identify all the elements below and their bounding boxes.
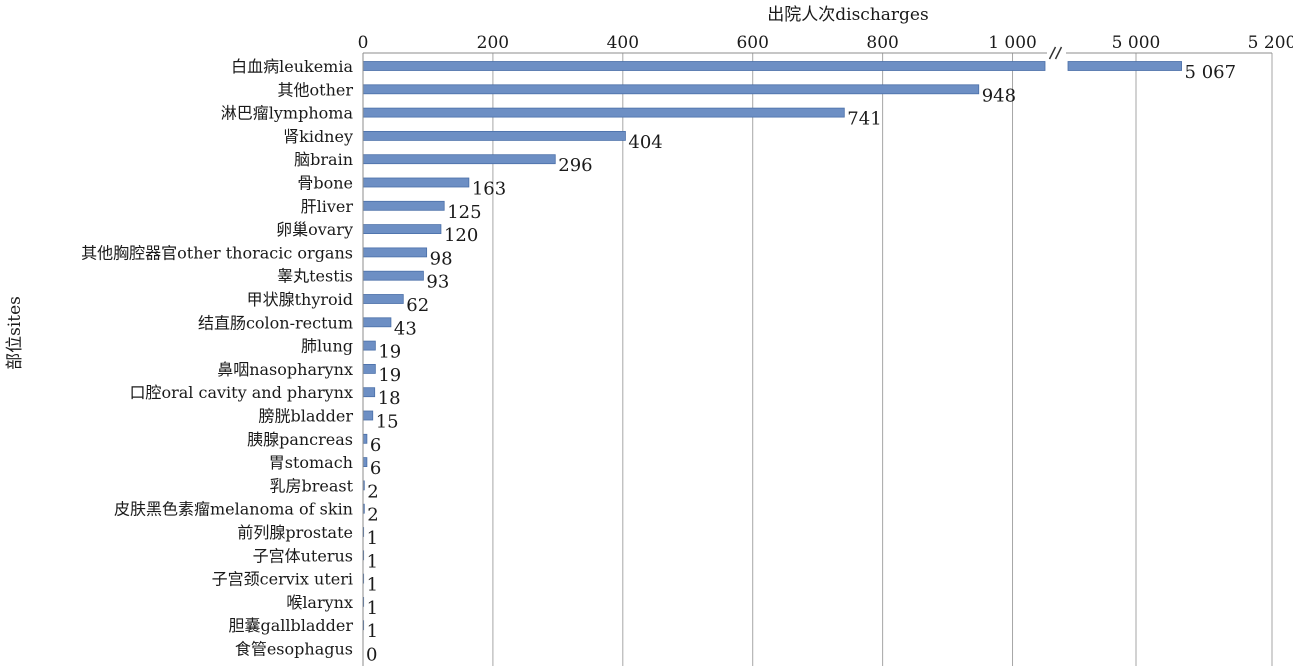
x-axis-title: 出院人次discharges [767,5,928,25]
bar-9 [362,270,424,281]
category-label-21: 子宫体uterus [253,546,353,565]
value-label-6: 125 [447,202,481,223]
category-label-11: 结直肠colon-rectum [198,313,353,332]
category-label-2: 淋巴瘤lymphoma [221,104,354,123]
bar-12 [362,340,376,351]
category-label-17: 胃stomach [269,453,353,472]
category-label-3: 肾kidney [283,127,353,146]
bar-5 [362,177,470,188]
value-label-23: 1 [367,598,378,619]
bar-16 [362,433,368,444]
bar-2 [362,107,845,118]
value-label-7: 120 [444,225,478,246]
category-label-13: 鼻咽nasopharynx [217,360,353,379]
value-label-14: 18 [378,388,401,409]
category-label-7: 卵巢ovary [276,220,353,239]
category-label-22: 子宫颈cervix uteri [212,570,353,589]
value-label-19: 2 [367,505,378,526]
value-label-21: 1 [367,551,378,572]
bar-6 [362,200,445,211]
category-label-6: 肝liver [301,197,354,216]
x-tick-label-5: 1 000 [988,33,1037,53]
bar-4 [362,154,556,165]
y-axis-title: 部位sites [5,296,25,370]
x-tick-label-3: 600 [736,33,768,53]
value-label-11: 43 [394,318,417,339]
x-tick-label-0: 0 [358,33,369,53]
category-label-19: 皮肤黑色素瘤melanoma of skin [114,500,353,519]
value-label-0: 5 067 [1185,62,1237,83]
bar-10 [362,294,404,304]
axis-break-mark-1 [1048,46,1057,60]
bar-8 [362,247,428,258]
value-label-22: 1 [367,575,378,596]
category-label-5: 骨bone [297,174,353,193]
category-label-25: 食管esophagus [235,640,353,659]
bar-1 [362,84,980,95]
x-tick-label-7: 5 200 [1248,33,1293,53]
bar-0-segment-2 [1067,61,1182,71]
category-label-14: 口腔oral cavity and pharynx [129,383,353,402]
category-label-10: 甲状腺thyroid [247,290,353,309]
bars [362,61,1182,631]
category-label-15: 膀胱bladder [258,407,353,426]
bar-13 [362,363,376,374]
value-label-20: 1 [367,528,378,549]
x-tick-label-6: 5 000 [1112,33,1161,53]
category-label-0: 白血病leukemia [231,57,353,76]
bar-7 [362,224,442,235]
axes: 0 200 400 600 800 1 000 5 000 5 200 白血病leukemia 5… [81,33,1293,666]
value-label-5: 163 [472,179,506,200]
category-label-24: 胆囊gallbladder [228,616,353,635]
x-tick-label-2: 400 [607,33,639,53]
category-label-12: 肺lung [301,337,353,356]
gridlines [492,53,1273,666]
x-tick-label-4: 800 [866,33,898,53]
category-label-23: 喉larynx [286,593,353,612]
category-label-1: 其他other [278,80,354,99]
value-label-17: 6 [370,458,381,479]
value-label-3: 404 [628,132,662,153]
value-label-15: 15 [376,412,399,433]
category-label-4: 脑brain [294,150,353,169]
value-label-13: 19 [378,365,401,386]
category-label-9: 睾丸testis [277,267,353,286]
value-label-10: 62 [406,295,429,316]
category-label-16: 胰腺pancreas [247,430,353,449]
bar-0-segment-1 [362,61,1046,71]
value-label-8: 98 [430,248,453,269]
value-label-9: 93 [426,272,449,293]
value-label-4: 296 [558,155,592,176]
bar-17 [362,457,368,468]
x-tick-label-1: 200 [477,33,509,53]
value-label-12: 19 [378,342,401,363]
bar-15 [362,410,374,421]
value-label-25: 0 [366,645,377,666]
value-label-2: 741 [847,109,881,130]
bar-14 [362,387,376,398]
category-label-20: 前列腺prostate [237,523,353,542]
value-label-24: 1 [367,621,378,642]
value-label-16: 6 [370,435,381,456]
value-label-18: 2 [367,481,378,502]
category-label-8: 其他胸腔器官other thoracic organs [81,243,353,262]
bar-3 [362,130,626,141]
bar-11 [362,317,392,328]
category-label-18: 乳房breast [269,476,353,495]
axis-break-mark-2 [1054,46,1063,60]
value-label-1: 948 [982,85,1016,106]
